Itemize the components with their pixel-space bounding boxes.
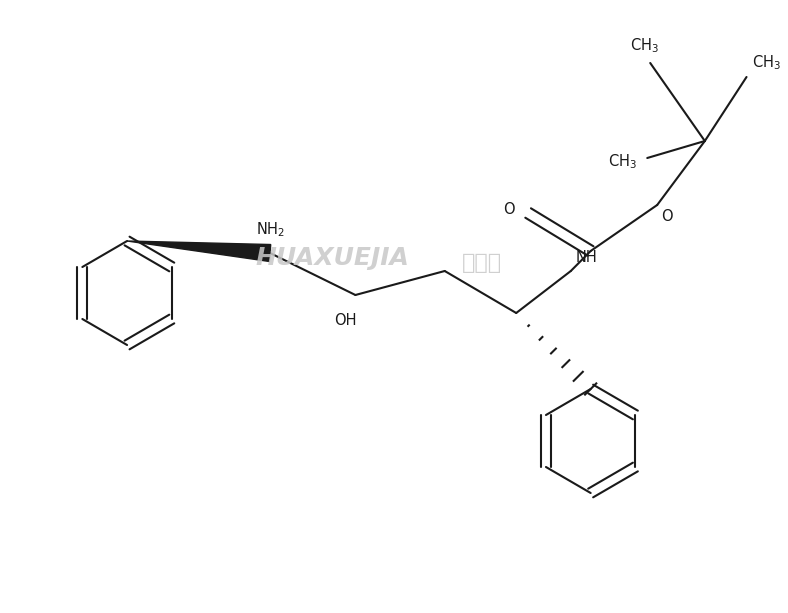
Text: CH$_3$: CH$_3$	[608, 153, 637, 172]
Text: 化学加: 化学加	[462, 253, 501, 273]
Text: HUAXUEJIA: HUAXUEJIA	[255, 246, 410, 270]
Text: CH$_3$: CH$_3$	[753, 53, 782, 72]
Text: OH: OH	[334, 313, 357, 328]
Text: O: O	[504, 202, 515, 216]
Text: CH$_3$: CH$_3$	[630, 36, 659, 55]
Text: O: O	[661, 209, 673, 224]
Text: NH$_2$: NH$_2$	[255, 220, 284, 239]
Text: NH: NH	[576, 250, 597, 265]
Polygon shape	[127, 241, 271, 262]
